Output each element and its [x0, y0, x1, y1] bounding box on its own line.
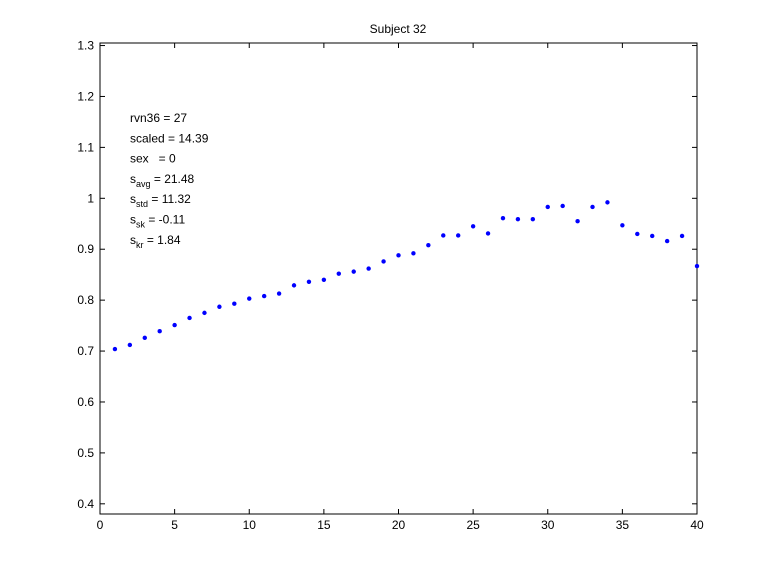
- x-tick-label: 0: [97, 518, 104, 532]
- data-point: [127, 342, 133, 348]
- data-point: [411, 251, 416, 256]
- x-tick-label: 25: [466, 518, 480, 532]
- axes-box: [99, 42, 698, 515]
- data-point: [142, 335, 147, 341]
- y-tick-label: 1.2: [77, 89, 94, 103]
- data-point: [351, 269, 356, 274]
- data-point: [694, 263, 700, 269]
- y-axis: 0.4 0.5 0.6 0.7 0.8 0.9 1 1.1 1.2 1.3: [77, 39, 697, 511]
- data-point: [679, 233, 685, 239]
- annotation-line: sex = 0: [130, 152, 176, 166]
- data-point: [485, 231, 491, 236]
- data-point: [530, 216, 536, 222]
- data-point: [396, 253, 401, 258]
- data-point: [545, 204, 550, 210]
- data-point: [575, 219, 580, 224]
- data-point: [590, 204, 595, 210]
- data-point: [306, 279, 312, 285]
- data-point: [366, 266, 371, 271]
- data-point: [291, 283, 297, 288]
- plot-area: 0 5 10 15 20 25 30 35 40 0.4 0.5 0.6 0.7 0.8 0.9 1 1.1 1…: [77, 39, 704, 532]
- data-point: [276, 291, 282, 296]
- y-tick-label: 0.8: [77, 293, 94, 307]
- x-tick-label: 40: [690, 518, 704, 532]
- annotation-line: savg = 21.48: [130, 172, 195, 189]
- data-point: [650, 233, 655, 239]
- data-series: [112, 200, 700, 352]
- x-axis: 0 5 10 15 20 25 30 35 40: [97, 43, 704, 532]
- data-point: [381, 259, 386, 264]
- y-tick-label: 0.7: [77, 344, 94, 358]
- y-tick-label: 1: [87, 191, 94, 205]
- data-point: [456, 233, 461, 238]
- data-point: [187, 315, 192, 321]
- x-tick-label: 10: [243, 518, 257, 532]
- annotation-line: rvn36 = 27: [130, 111, 187, 125]
- chart-title: Subject 32: [370, 22, 427, 36]
- annotation-line: ssk = -0.11: [130, 213, 185, 230]
- data-point: [441, 233, 446, 238]
- x-tick-label: 20: [392, 518, 406, 532]
- data-point: [426, 242, 431, 248]
- data-point: [217, 304, 222, 309]
- data-point: [620, 223, 625, 228]
- data-point: [157, 329, 162, 334]
- x-tick-label: 15: [317, 518, 331, 532]
- y-tick-label: 0.4: [77, 497, 94, 511]
- data-point: [515, 216, 521, 222]
- y-tick-label: 0.9: [77, 242, 94, 256]
- data-point: [172, 322, 177, 328]
- y-tick-label: 0.6: [77, 395, 94, 409]
- annotation-line: skr = 1.84: [130, 233, 181, 250]
- data-point: [261, 293, 267, 299]
- data-point: [247, 296, 252, 301]
- data-point: [560, 203, 565, 209]
- data-point: [664, 238, 670, 244]
- x-tick-label: 30: [541, 518, 555, 532]
- data-point: [232, 301, 237, 306]
- x-tick-label: 5: [171, 518, 178, 532]
- data-point: [202, 310, 207, 316]
- data-point: [112, 346, 118, 352]
- y-tick-label: 1.1: [77, 140, 94, 154]
- data-point: [635, 231, 640, 237]
- stats-annotation: rvn36 = 27 scaled = 14.39 sex = 0 savg = 21…: [130, 111, 209, 250]
- y-tick-label: 0.5: [77, 446, 94, 460]
- annotation-line: sstd = 11.32: [130, 192, 191, 209]
- data-point: [321, 277, 327, 282]
- x-tick-label: 35: [616, 518, 630, 532]
- y-tick-label: 1.3: [77, 39, 94, 53]
- data-point: [470, 224, 476, 229]
- data-point: [500, 215, 506, 221]
- data-point: [605, 200, 610, 205]
- annotation-line: scaled = 14.39: [130, 131, 209, 145]
- data-point: [336, 271, 341, 276]
